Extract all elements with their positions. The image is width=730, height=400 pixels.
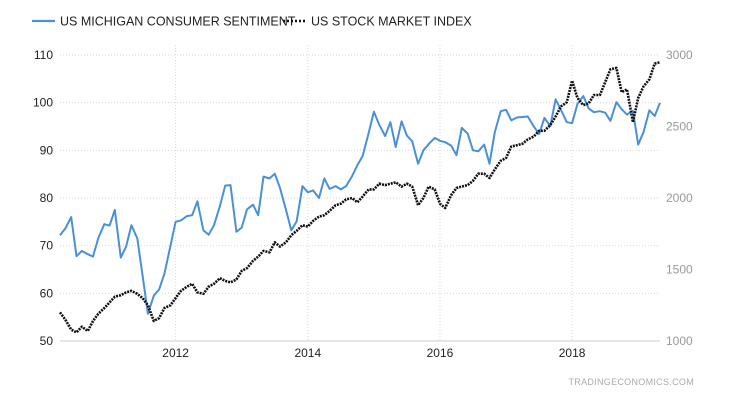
y-right-tick-label: 2000 bbox=[666, 191, 693, 205]
x-tick-label: 2016 bbox=[427, 346, 454, 360]
y-right-tick-label: 3000 bbox=[666, 48, 693, 62]
x-tick-label: 2018 bbox=[559, 346, 586, 360]
chart-series-group bbox=[58, 60, 661, 334]
x-tick-label: 2012 bbox=[162, 346, 189, 360]
y-left-tick-label: 110 bbox=[34, 48, 53, 62]
x-axis: 2012 2014 2016 2018 bbox=[162, 346, 585, 360]
chart-legend: US MICHIGAN CONSUMER SENTIMENT US STOCK … bbox=[32, 15, 472, 29]
y-left-tick-label: 50 bbox=[40, 334, 54, 348]
series-line-stock-market bbox=[58, 60, 661, 334]
legend-label-consumer-sentiment: US MICHIGAN CONSUMER SENTIMENT bbox=[60, 15, 296, 29]
y-right-tick-label: 1000 bbox=[666, 334, 693, 348]
series-line-consumer-sentiment bbox=[59, 95, 661, 315]
y-axis-left: 50 60 70 80 90 100 110 bbox=[33, 48, 53, 348]
y-left-tick-label: 100 bbox=[33, 96, 53, 110]
y-left-tick-label: 70 bbox=[40, 239, 54, 253]
y-left-tick-label: 80 bbox=[40, 191, 54, 205]
y-right-tick-label: 2500 bbox=[666, 120, 693, 134]
x-tick-label: 2014 bbox=[294, 346, 321, 360]
y-right-tick-label: 1500 bbox=[666, 263, 693, 277]
y-axis-right: 1000 1500 2000 2500 3000 bbox=[666, 48, 693, 348]
y-left-tick-label: 90 bbox=[40, 143, 54, 157]
source-credit: TRADINGECONOMICS.COM bbox=[568, 377, 694, 387]
chart-gridlines bbox=[60, 45, 660, 341]
legend-label-stock-market: US STOCK MARKET INDEX bbox=[311, 15, 472, 29]
y-left-tick-label: 60 bbox=[40, 286, 54, 300]
